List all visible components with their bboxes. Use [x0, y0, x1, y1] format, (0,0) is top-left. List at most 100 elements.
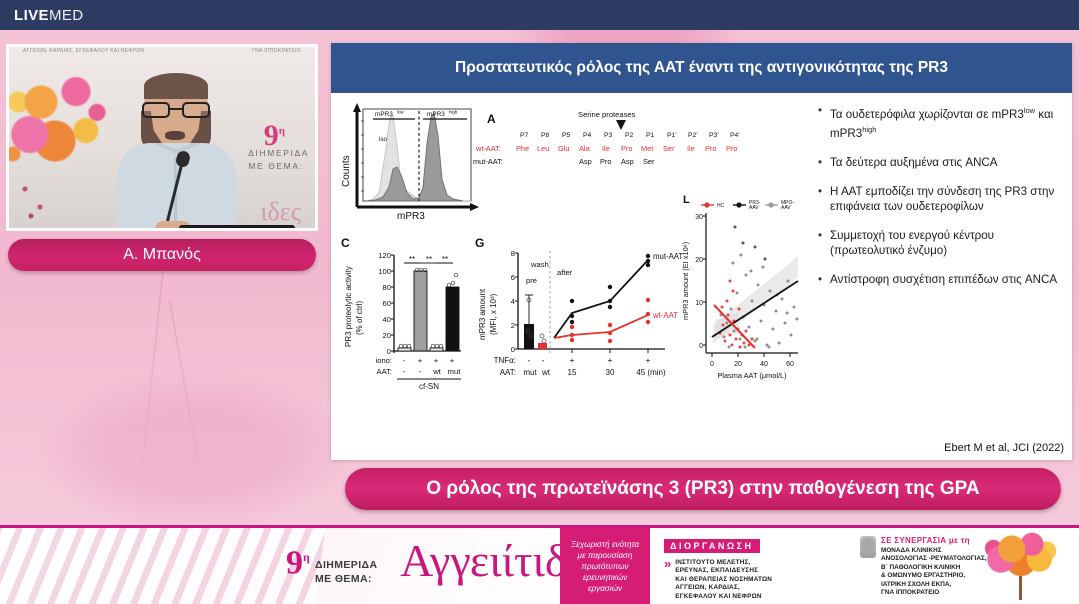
- svg-text:low: low: [397, 109, 404, 114]
- svg-text:40: 40: [383, 315, 391, 324]
- backdrop-branch-art: [13, 165, 73, 225]
- svg-text:30: 30: [695, 214, 703, 221]
- svg-text:mPR3 amount (EI x10⁶): mPR3 amount (EI x10⁶): [681, 242, 690, 320]
- decorative-stem: [135, 250, 167, 520]
- svg-text:+: +: [646, 356, 651, 365]
- slide-bullet-list: • Τα ουδετερόφιλα χωρίζονται σε mPR3low …: [818, 103, 1063, 301]
- backdrop-script-text: ιδες: [260, 197, 301, 226]
- svg-text:A: A: [487, 112, 496, 126]
- speaker-figure: [117, 71, 295, 228]
- slide-title-bar: Προστατευτικός ρόλος της ΑΑΤ έναντι της …: [331, 43, 1072, 93]
- svg-text:wt: wt: [541, 368, 551, 377]
- svg-text:Leu: Leu: [537, 144, 549, 153]
- panel-A-sequence: A Serine proteases P7 P8 P5 P4 P3 P2 P1 P1' P2…: [473, 110, 740, 166]
- svg-text:0: 0: [710, 361, 714, 368]
- svg-text:P1: P1: [646, 132, 655, 139]
- svg-text:20: 20: [734, 361, 742, 368]
- svg-text:P7: P7: [520, 132, 529, 139]
- svg-text:AAV: AAV: [749, 205, 759, 211]
- svg-text:Pro: Pro: [621, 144, 633, 153]
- bullet-text: Αντίστροφη συσχέτιση επιπέδων στις ANCA: [830, 272, 1058, 286]
- speaker-hair: [144, 73, 208, 99]
- svg-text:2: 2: [511, 321, 515, 330]
- svg-text:wt-AAT:: wt-AAT:: [475, 144, 501, 153]
- figure-svg: mPR3 low mPR3 high iso Counts mPR3: [341, 103, 799, 391]
- svg-text:Pro: Pro: [600, 157, 612, 166]
- speaker-video-player[interactable]: ΑΓΓΕΙΩΝ, ΚΑΡΔΙΑΣ, ΕΓΚΕΦΑΛΟΥ ΚΑΙ ΝΕΦΡΩΝ Γ…: [6, 44, 318, 231]
- svg-text:10: 10: [695, 300, 703, 307]
- list-item: • Τα δεύτερα αυξημένα στις ANCA: [818, 155, 1063, 170]
- svg-text:45 (min): 45 (min): [636, 368, 666, 377]
- svg-text:100: 100: [378, 267, 391, 276]
- session-title-text: Ο ρόλος της πρωτεϊνάσης 3 (PR3) στην παθ…: [426, 478, 980, 499]
- glasses-icon: [141, 102, 211, 119]
- svg-text:mPR3: mPR3: [375, 111, 393, 118]
- panel-L-legend: HC PR3- AAV MPO- AAV: [701, 200, 794, 211]
- svg-text:P3: P3: [604, 132, 613, 139]
- svg-text:P1': P1': [667, 132, 677, 139]
- svg-text:mPR3: mPR3: [397, 211, 425, 222]
- svg-text:-: -: [542, 356, 545, 365]
- svg-text:Met: Met: [641, 144, 653, 153]
- svg-text:AAT:: AAT:: [500, 368, 516, 377]
- footer-cooperation: ΣΕ ΣΥΝΕΡΓΑΣΙΑ με τη ΜΟΝΑΔΑ ΚΛΙΝΙΚΗΣ ΑΝΟΣ…: [850, 528, 1079, 604]
- bullet-dot-icon: •: [818, 104, 823, 117]
- decorative-stem-2: [168, 301, 210, 519]
- bullet-dot-icon: •: [818, 155, 823, 169]
- svg-text:Serine proteases: Serine proteases: [578, 110, 636, 119]
- svg-text:+: +: [570, 356, 575, 365]
- backdrop-text-left: ΑΓΓΕΙΩΝ, ΚΑΡΔΙΑΣ, ΕΓΚΕΦΑΛΟΥ ΚΑΙ ΝΕΦΡΩΝ: [23, 48, 145, 54]
- bullet-text: Τα ουδετερόφιλα χωρίζονται σε mPR3low κα…: [830, 106, 1054, 140]
- svg-text:high: high: [449, 109, 458, 114]
- footer-event-subtitle: ΔΙΗΜΕΡΙΔΑ ΜΕ ΘΕΜΑ:: [315, 559, 378, 585]
- svg-text:P2': P2': [688, 132, 698, 139]
- cooperation-lines: ΜΟΝΑΔΑ ΚΛΙΝΙΚΗΣ ΑΝΟΣΟΛΟΓΙΑΣ -ΡΕΥΜΑΤΟΛΟΓΙ…: [881, 547, 987, 597]
- svg-text:Ser: Ser: [663, 144, 675, 153]
- svg-text:mPR3 amount: mPR3 amount: [478, 288, 487, 340]
- svg-text:Counts: Counts: [341, 155, 352, 187]
- organizer-lines: ΙΝΣΤΙΤΟΥΤΟ ΜΕΛΕΤΗΣ, ΕΡΕΥΝΑΣ, ΕΚΠΑΙΔΕΥΣΗΣ…: [675, 559, 773, 600]
- svg-text:(MFI, x 10³): (MFI, x 10³): [489, 293, 498, 335]
- flow-histogram-panel: mPR3 low mPR3 high iso Counts mPR3: [341, 103, 479, 222]
- list-item: • Συμμετοχή του ενεργού κέντρου (πρωτεολ…: [818, 228, 1063, 258]
- speaker-mouth: [165, 131, 185, 140]
- presentation-slide[interactable]: Προστατευτικός ρόλος της ΑΑΤ έναντι της …: [331, 43, 1072, 460]
- svg-text:Plasma AAT (μmol/L): Plasma AAT (μmol/L): [717, 371, 786, 380]
- livemed-logo[interactable]: LIVEMED: [0, 7, 84, 24]
- svg-text:(% of ctrl): (% of ctrl): [355, 300, 364, 335]
- svg-text:P4': P4': [730, 132, 740, 139]
- figure-composite: mPR3 low mPR3 high iso Counts mPR3: [335, 95, 805, 455]
- svg-text:P5: P5: [562, 132, 571, 139]
- svg-text:MPO-: MPO-: [781, 200, 794, 206]
- svg-text:Ile: Ile: [687, 144, 695, 153]
- svg-text:+: +: [434, 356, 439, 365]
- session-title-banner: Ο ρόλος της πρωτεϊνάσης 3 (PR3) στην παθ…: [345, 468, 1061, 510]
- svg-text:30: 30: [606, 368, 615, 377]
- backdrop-nine: 9η: [263, 119, 285, 152]
- svg-text:120: 120: [378, 251, 391, 260]
- svg-text:iso: iso: [379, 136, 387, 143]
- cooperation-heading: ΣΕ ΣΥΝΕΡΓΑΣΙΑ με τη: [881, 536, 970, 545]
- footer-special-session-tag: Ξεχωριστή ενότητα με παρουσίαση πρωτότυπ…: [560, 528, 650, 604]
- svg-text:pre: pre: [526, 276, 537, 285]
- svg-text:0: 0: [511, 345, 515, 354]
- bullet-dot-icon: •: [818, 272, 823, 286]
- svg-text:**: **: [426, 255, 432, 264]
- svg-text:AAT:: AAT:: [377, 367, 392, 376]
- footer-organizer: ΔΙΟΡΓΑΝΩΣΗ » ΙΝΣΤΙΤΟΥΤΟ ΜΕΛΕΤΗΣ, ΕΡΕΥΝΑΣ…: [650, 528, 850, 604]
- logo-med: MED: [48, 6, 84, 24]
- panel-L-scatter: L HC PR3- AAV MPO- AAV mPR3 amount (EI x…: [681, 194, 799, 380]
- svg-text:Ser: Ser: [643, 157, 655, 166]
- svg-text:Asp: Asp: [621, 157, 634, 166]
- svg-text:Ile: Ile: [602, 144, 610, 153]
- svg-text:20: 20: [695, 257, 703, 264]
- top-bar: LIVEMED: [0, 0, 1079, 30]
- svg-text:6: 6: [511, 273, 515, 282]
- speaker-name-label: Α. Μπανός: [123, 246, 201, 263]
- slide-title-text: Προστατευτικός ρόλος της ΑΑΤ έναντι της …: [455, 59, 948, 76]
- list-item: • Η ΑΑΤ εμποδίζει την σύνδεση της PR3 στ…: [818, 184, 1063, 214]
- bullet-text: Η ΑΑΤ εμποδίζει την σύνδεση της PR3 στην…: [830, 184, 1055, 213]
- svg-text:P2: P2: [625, 132, 634, 139]
- svg-text:80: 80: [383, 283, 391, 292]
- svg-text:cf-SN: cf-SN: [419, 382, 439, 391]
